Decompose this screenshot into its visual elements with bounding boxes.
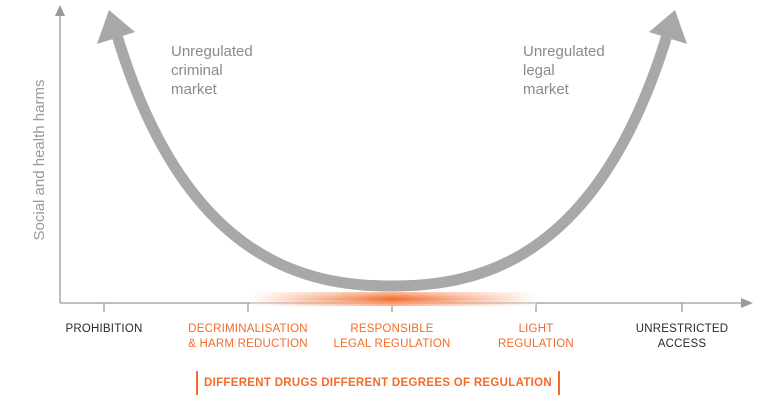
right-curve-arrowhead — [649, 10, 687, 44]
category-unrestricted-access: UNRESTRICTED ACCESS — [627, 322, 737, 352]
subtitle-bracket: DIFFERENT DRUGS DIFFERENT DEGREES OF REG… — [196, 371, 560, 395]
category-decriminalisation-line-2: & HARM REDUCTION — [188, 338, 308, 350]
category-responsible-regulation: RESPONSIBLE LEGAL REGULATION — [322, 322, 462, 352]
category-prohibition: PROHIBITION — [54, 322, 154, 337]
category-unrestricted-line-2: ACCESS — [657, 338, 707, 350]
left-curve-label: Unregulated criminal market — [171, 43, 257, 98]
category-unrestricted-line-1: UNRESTRICTED — [635, 323, 729, 335]
right-curve-label-line-2: legal — [523, 62, 555, 79]
category-responsible-line-1: RESPONSIBLE — [350, 323, 434, 335]
right-curve-label-line-1: Unregulated — [523, 43, 605, 60]
left-curve-label-line-1: Unregulated — [171, 43, 253, 60]
diagram-subtitle: DIFFERENT DRUGS DIFFERENT DEGREES OF REG… — [203, 377, 553, 389]
category-responsible-line-2: LEGAL REGULATION — [333, 338, 451, 350]
left-curve-label-line-2: criminal — [171, 62, 223, 79]
category-prohibition-line-1: PROHIBITION — [65, 323, 143, 335]
category-light-line-2: REGULATION — [498, 338, 574, 350]
harm-u-curve — [110, 30, 674, 292]
x-axis-arrowhead — [741, 298, 753, 308]
category-light-line-1: LIGHT — [518, 323, 554, 335]
category-decriminalisation-line-1: DECRIMINALISATION — [188, 323, 308, 335]
y-axis-label: Social and health harms — [31, 80, 48, 241]
y-axis-arrowhead — [55, 5, 65, 16]
left-curve-label-line-3: market — [171, 81, 218, 98]
regulation-band-shade — [250, 292, 536, 306]
category-decriminalisation: DECRIMINALISATION & HARM REDUCTION — [173, 322, 323, 352]
left-curve-arrowhead — [97, 10, 135, 44]
category-light-regulation: LIGHT REGULATION — [486, 322, 586, 352]
right-curve-label-line-3: market — [523, 81, 570, 98]
right-curve-label: Unregulated legal market — [523, 43, 609, 98]
